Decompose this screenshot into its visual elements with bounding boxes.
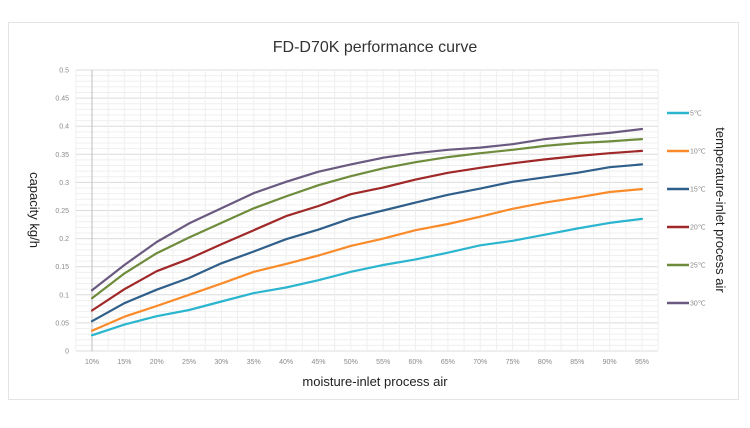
x-tick-label: 10% (85, 359, 99, 366)
x-tick-label: 25% (182, 359, 196, 366)
legend-label: 25℃ (690, 263, 706, 270)
x-tick-label: 35% (247, 359, 261, 366)
legend-title: temperature-inlet process air (713, 127, 728, 293)
legend-item: 30℃ (667, 301, 706, 308)
legend-item: 10℃ (667, 149, 706, 156)
x-tick-label: 50% (344, 359, 358, 366)
x-tick-label: 85% (570, 359, 584, 366)
grid (75, 69, 659, 352)
legend: 5℃ 10℃ 15℃ 20℃ 25℃ 30℃ (667, 111, 706, 308)
legend-label: 5℃ (690, 111, 702, 118)
legend-item: 20℃ (667, 225, 706, 232)
legend-item: 15℃ (667, 187, 706, 194)
y-tick-label: 0.5 (59, 68, 69, 75)
y-tick-label: 0.25 (55, 208, 69, 215)
x-tick-label: 80% (538, 359, 552, 366)
chart-title: FD-D70K performance curve (273, 39, 478, 56)
legend-item: 25℃ (667, 263, 706, 270)
x-tick-label: 90% (603, 359, 617, 366)
legend-label: 15℃ (690, 187, 706, 194)
x-tick-label: 15% (117, 359, 131, 366)
x-tick-label: 30% (214, 359, 228, 366)
series-line-2 (90, 188, 644, 332)
series-line-3 (90, 163, 644, 323)
x-tick-label: 65% (441, 359, 455, 366)
x-tick-label: 95% (635, 359, 649, 366)
x-tick-label: 75% (506, 359, 520, 366)
series-line-5 (90, 138, 644, 300)
legend-label: 20℃ (690, 225, 706, 232)
x-tick-label: 70% (473, 359, 487, 366)
x-tick-label: 40% (279, 359, 293, 366)
series-line-1 (90, 217, 644, 337)
y-tick-label: 0.4 (59, 124, 69, 131)
series-line-4 (90, 149, 644, 312)
y-axis-ticks: 0 0.05 0.1 0.15 0.2 0.25 0.3 0.35 0.4 0.45 0.5 (55, 68, 69, 356)
y-tick-label: 0.35 (55, 152, 69, 159)
legend-label: 10℃ (690, 149, 706, 156)
y-tick-label: 0.45 (55, 96, 69, 103)
x-axis-title: moisture-inlet process air (302, 374, 448, 389)
series-lines (90, 127, 644, 337)
y-tick-label: 0.3 (59, 180, 69, 187)
y-tick-label: 0 (65, 349, 69, 356)
y-tick-label: 0.1 (59, 292, 69, 299)
y-tick-label: 0.05 (55, 320, 69, 327)
x-tick-label: 60% (409, 359, 423, 366)
series-line-6 (90, 127, 644, 292)
y-axis-title: capacity kg/h (27, 172, 42, 248)
legend-item: 5℃ (667, 111, 702, 118)
y-tick-label: 0.15 (55, 264, 69, 271)
x-tick-label: 45% (311, 359, 325, 366)
x-axis-ticks: 10% 15% 20% 25% 30% 35% 40% 45% 50% 55% 60% 65% 70% 7… (85, 359, 649, 366)
x-tick-label: 20% (150, 359, 164, 366)
legend-label: 30℃ (690, 301, 706, 308)
y-tick-label: 0.2 (59, 236, 69, 243)
x-tick-label: 55% (376, 359, 390, 366)
